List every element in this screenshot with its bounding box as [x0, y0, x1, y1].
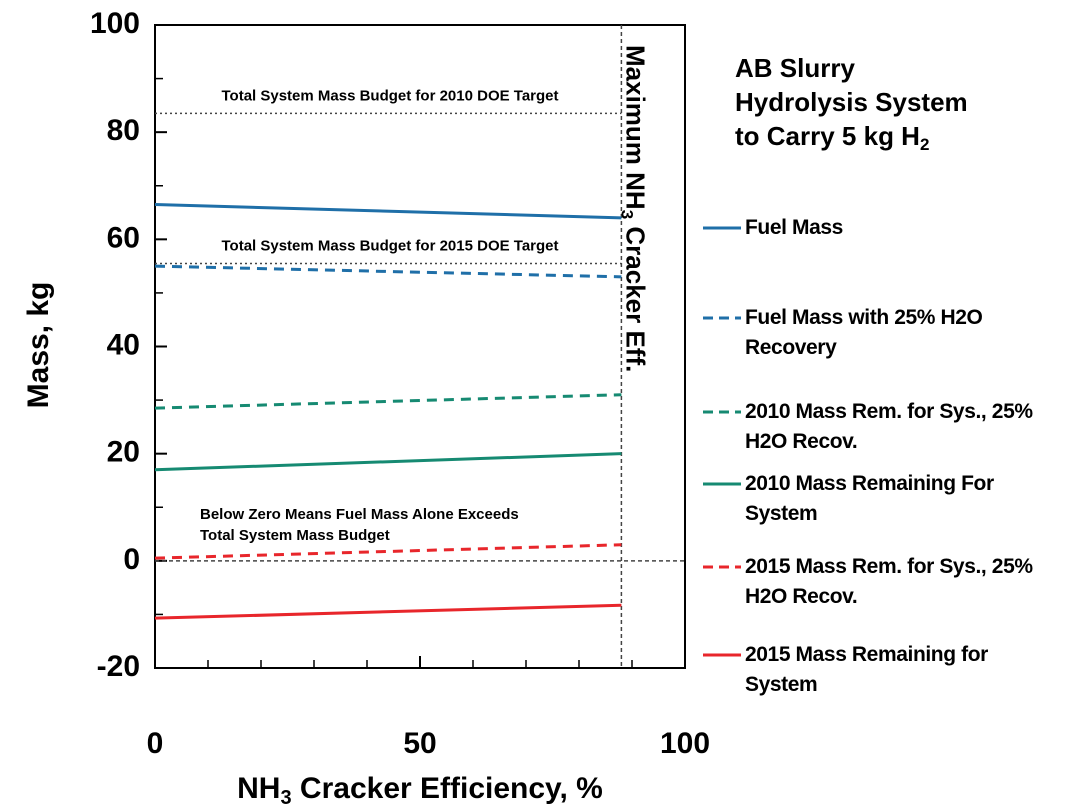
- annotation: Total System Mass Budget: [200, 527, 390, 544]
- x-tick-label: 0: [147, 727, 164, 760]
- chart-title: Hydrolysis System: [735, 87, 968, 117]
- max-efficiency-label: Maximum NH3 Cracker Eff.: [617, 45, 651, 372]
- title-part: AB Slurry: [735, 53, 855, 83]
- legend-label: 2015 Mass Remaining for System: [745, 643, 988, 696]
- label-part: NH: [237, 772, 280, 805]
- series-line: [154, 603, 622, 620]
- reference-label: Total System Mass Budget for 2010 DOE Ta…: [221, 87, 558, 104]
- annotation: Below Zero Means Fuel Mass Alone Exceeds: [200, 506, 519, 523]
- y-tick-label: 0: [123, 543, 140, 576]
- y-tick-label: 20: [107, 436, 140, 469]
- y-tick-label: 40: [107, 328, 140, 361]
- y-tick-label: 100: [90, 7, 140, 40]
- label-subscript: 3: [617, 210, 636, 219]
- series-line: [154, 264, 622, 279]
- y-tick-label: -20: [97, 650, 140, 683]
- reference-label: Total System Mass Budget for 2015 DOE Ta…: [221, 237, 558, 254]
- x-tick-label: 100: [660, 727, 710, 760]
- y-axis-label: Mass, kg: [22, 282, 55, 409]
- title-subscript: 2: [920, 135, 929, 154]
- series-line: [154, 393, 622, 410]
- x-tick-label: 50: [403, 727, 436, 760]
- series-line: [154, 203, 622, 220]
- legend-label: 2010 Mass Rem. for Sys., 25% H2O Recov.: [745, 400, 1033, 453]
- y-tick-label: 60: [107, 221, 140, 254]
- series-line: [154, 452, 622, 472]
- legend-label: Fuel Mass: [745, 216, 843, 239]
- legend-label: 2010 Mass Remaining For System: [745, 472, 994, 525]
- series-line: [154, 543, 622, 560]
- chart-title: AB Slurry: [735, 53, 855, 83]
- title-part: Hydrolysis System: [735, 87, 968, 117]
- label-part: Maximum NH: [621, 45, 651, 210]
- chart-title: to Carry 5 kg H2: [735, 121, 929, 155]
- label-part: Cracker Efficiency, %: [292, 772, 603, 805]
- y-tick-label: 80: [107, 114, 140, 147]
- title-part: to Carry 5 kg H: [735, 121, 920, 151]
- legend-label: 2015 Mass Rem. for Sys., 25% H2O Recov.: [745, 555, 1033, 608]
- plot-frame: [154, 24, 686, 669]
- label-subscript: 3: [280, 787, 291, 809]
- legend-label: Fuel Mass with 25% H2O Recovery: [745, 306, 983, 359]
- x-axis-label: NH3 Cracker Efficiency, %: [237, 772, 603, 809]
- label-part: Cracker Eff.: [621, 219, 651, 372]
